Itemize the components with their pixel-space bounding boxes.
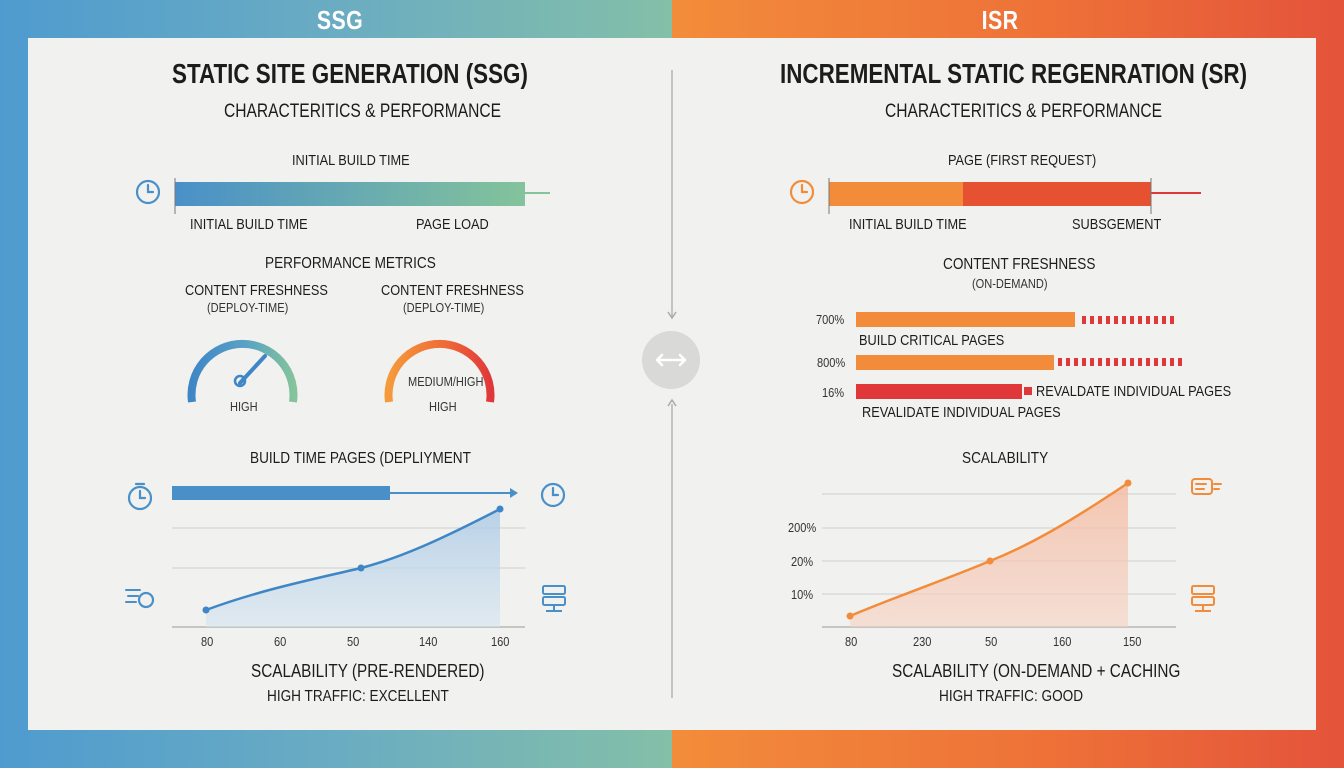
ssg-data-point (496, 505, 504, 513)
ssg-build-pages-heading: BUILD TIME PAGES (DEPLIYMENT (250, 450, 471, 467)
ssg-x-tick: 80 (201, 634, 214, 649)
freshness-row-3-label: REVALDATE INDIVIDUAL PAGES (1036, 383, 1232, 400)
ssg-footer-line1: SCALABILITY (PRE-RENDERED) (251, 661, 485, 681)
freshness-row-3-pct: 16% (822, 385, 845, 400)
ssg-scalability-chart (172, 505, 525, 628)
isr-banner-label: ISR (981, 5, 1019, 35)
isr-page-heading: PAGE (FIRST REQUEST) (948, 152, 1097, 169)
clock-icon (135, 179, 161, 205)
freshness-bar-1 (856, 312, 1075, 327)
isr-data-point (846, 612, 854, 620)
ssg-x-tick: 50 (347, 634, 360, 649)
clock-icon (540, 482, 566, 508)
ssg-title: STATIC SITE GENERATION (SSG) (172, 58, 528, 89)
isr-scalability-chart (822, 479, 1176, 628)
gauge-2-title: CONTENT FRESHNESS (381, 282, 524, 299)
ssg-metrics-heading: PERFORMANCE METRICS (265, 255, 436, 272)
ssg-subtitle: CHARACTERITICS & PERFORMANCE (224, 101, 502, 122)
gauge-1-value: HIGH (230, 399, 258, 414)
isr-scalability-heading: SCALABILITY (962, 450, 1049, 467)
gauge-2-inner-label: MEDIUM/HIGH (408, 374, 484, 389)
isr-y-tick: 200% (788, 520, 817, 535)
freshness-row-1-pct: 700% (816, 312, 845, 327)
compare-arrows-icon (642, 331, 700, 389)
isr-freshness-subheading: (ON-DEMAND) (972, 276, 1048, 291)
freshness-below-label: REVALIDATE INDIVIDUAL PAGES (862, 404, 1061, 421)
ssg-data-point (357, 564, 365, 572)
isr-subtitle: CHARACTERITICS & PERFORMANCE (885, 101, 1163, 122)
ssg-freshness-gauge-1 (187, 339, 298, 403)
isr-title: INCREMENTAL STATIC REGENRATION (SR) (780, 58, 1248, 89)
freshness-row-1-label: BUILD CRITICAL PAGES (859, 332, 1005, 349)
clock-icon (789, 179, 815, 205)
isr-data-point (1124, 479, 1132, 487)
server-icon (542, 585, 566, 612)
isr-initial-build-segment (829, 182, 963, 206)
ssg-freshness-gauge-2 (384, 339, 495, 403)
freshness-bar-3 (856, 384, 1022, 399)
gauge-2-subtitle: (DEPLOY-TIME) (403, 300, 485, 315)
server-icon (1191, 585, 1215, 612)
isr-x-tick: 230 (913, 634, 932, 649)
isr-x-tick: 160 (1053, 634, 1072, 649)
ssg-data-point (202, 606, 210, 614)
isr-x-tick: 50 (985, 634, 998, 649)
ssg-x-tick: 60 (274, 634, 287, 649)
isr-freshness-bars (856, 312, 1184, 399)
ssg-x-tick: 160 (491, 634, 510, 649)
gauge-2-value: HIGH (429, 399, 457, 414)
isr-initial-build-label: INITIAL BUILD TIME (849, 216, 967, 233)
isr-x-tick: 150 (1123, 634, 1142, 649)
isr-footer-line1: SCALABILITY (ON-DEMAND + CACHING (892, 661, 1181, 681)
ssg-build-time-label: INITIAL BUILD TIME (190, 216, 308, 233)
isr-data-point (986, 557, 994, 565)
gauge-1-subtitle: (DEPLOY-TIME) (207, 300, 289, 315)
ssg-footer-line2: HIGH TRAFFIC: EXCELLENT (267, 688, 449, 705)
stopwatch-icon (127, 482, 153, 511)
ssg-x-tick: 140 (419, 634, 438, 649)
freshness-row-2-pct: 800% (817, 355, 846, 370)
ssg-build-pages-bar (172, 486, 390, 500)
isr-subsequent-segment (963, 182, 1151, 206)
ssg-banner-label: SSG (316, 5, 364, 35)
speed-icon (125, 589, 155, 609)
isr-y-tick: 10% (791, 587, 814, 602)
ssg-build-time-bar (175, 182, 525, 206)
cache-icon (1191, 478, 1222, 495)
isr-subsequent-label: SUBSGEMENT (1072, 216, 1162, 233)
freshness-bar-2 (856, 355, 1054, 370)
ssg-page-load-label: PAGE LOAD (416, 216, 489, 233)
gauge-1-title: CONTENT FRESHNESS (185, 282, 328, 299)
ssg-build-time-heading: INITIAL BUILD TIME (292, 152, 410, 169)
isr-y-tick: 20% (791, 554, 814, 569)
isr-freshness-heading: CONTENT FRESHNESS (943, 256, 1096, 273)
isr-x-tick: 80 (845, 634, 858, 649)
isr-footer-line2: HIGH TRAFFIC: GOOD (939, 688, 1084, 705)
